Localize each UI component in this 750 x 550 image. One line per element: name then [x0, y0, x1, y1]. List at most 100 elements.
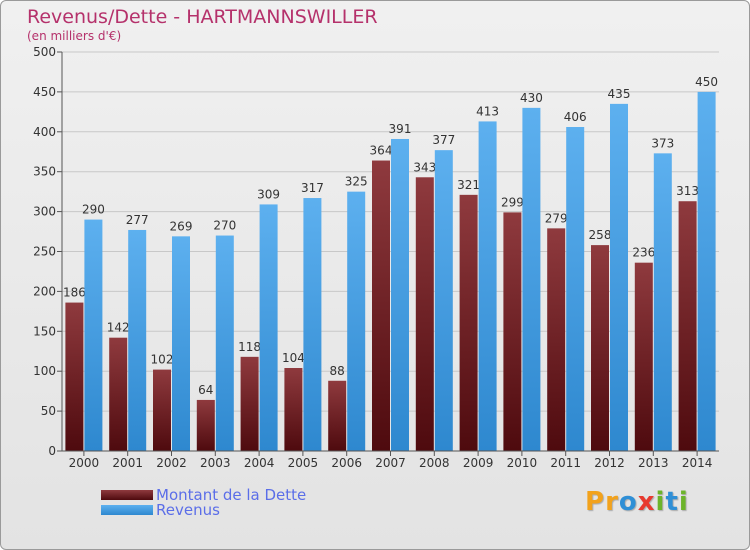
- data-label-revenus-2000: 290: [82, 203, 105, 217]
- y-tick-label: 150: [33, 324, 56, 338]
- y-tick-label: 450: [33, 85, 56, 99]
- bar-dette-2001: [109, 337, 128, 451]
- data-label-dette-2012: 258: [589, 228, 612, 242]
- proxiti-logo: Proxiti: [585, 487, 689, 517]
- bar-revenus-2008: [434, 150, 453, 452]
- bar-revenus-2012: [610, 103, 628, 452]
- bars: 186 290 142 277 102 269 64 270 118 309 104 317 88 325…: [63, 75, 718, 452]
- y-tick-label: 350: [33, 165, 56, 179]
- data-label-dette-2002: 102: [151, 353, 174, 367]
- data-label-dette-2005: 104: [282, 351, 305, 365]
- data-label-revenus-2010: 430: [520, 91, 543, 105]
- bar-dette-2006: [328, 380, 347, 451]
- x-axis: 2000 2001 2002 2003 2004 2005 2006 2007 2008 2009…: [62, 450, 719, 470]
- bar-revenus-2001: [128, 229, 147, 451]
- chart-title: Revenus/Dette - HARTMANNSWILLER: [27, 6, 378, 28]
- logo-letter: o: [618, 487, 638, 517]
- y-tick-label: 50: [41, 404, 56, 418]
- data-label-revenus-2002: 269: [170, 219, 193, 233]
- bar-revenus-2000: [84, 219, 103, 451]
- bar-revenus-2014: [697, 91, 716, 452]
- data-label-revenus-2006: 325: [345, 175, 368, 189]
- grid-lines: [62, 51, 719, 412]
- y-tick-label: 300: [33, 205, 56, 219]
- x-tick-label-2008: 2008: [419, 456, 450, 470]
- data-label-revenus-2013: 373: [651, 136, 674, 150]
- legend-swatch-revenus: [101, 504, 153, 515]
- bar-dette-2009: [459, 194, 478, 452]
- data-label-dette-2004: 118: [238, 340, 261, 354]
- x-tick-label-2003: 2003: [200, 456, 231, 470]
- bar-revenus-2005: [303, 198, 322, 451]
- x-tick-label-2002: 2002: [156, 456, 187, 470]
- data-label-revenus-2007: 391: [389, 122, 412, 136]
- chart-subtitle: (en milliers d'€): [27, 29, 122, 43]
- bar-dette-2010: [503, 212, 522, 451]
- bar-dette-2013: [634, 262, 653, 451]
- bar-dette-2004: [240, 356, 259, 451]
- x-tick-label-2005: 2005: [288, 456, 319, 470]
- data-label-dette-2000: 186: [63, 286, 86, 300]
- data-label-revenus-2003: 270: [213, 219, 236, 233]
- logo-letter: i: [655, 487, 666, 517]
- bar-dette-2002: [153, 369, 171, 451]
- data-label-revenus-2011: 406: [564, 110, 587, 124]
- y-tick-label: 400: [33, 125, 56, 139]
- y-tick-label: 0: [48, 444, 56, 458]
- legend-swatch-dette: [101, 489, 153, 500]
- legend: Montant de la Dette Revenus: [101, 485, 307, 519]
- x-tick-label-2001: 2001: [112, 456, 143, 470]
- logo-letter: i: [678, 487, 689, 517]
- bar-dette-2005: [284, 368, 303, 451]
- bar-dette-2014: [678, 201, 697, 451]
- logo-letter: P: [585, 487, 606, 517]
- x-tick-label-2013: 2013: [638, 456, 669, 470]
- bar-revenus-2011: [566, 127, 585, 452]
- y-tick-label: 250: [33, 245, 56, 259]
- data-label-dette-2010: 299: [501, 195, 524, 209]
- x-tick-label-2011: 2011: [550, 456, 581, 470]
- x-tick-label-2014: 2014: [682, 456, 713, 470]
- bar-dette-2007: [372, 160, 390, 451]
- data-label-dette-2007: 364: [370, 144, 393, 158]
- bar-dette-2011: [547, 228, 566, 451]
- bar-revenus-2004: [259, 204, 278, 451]
- bar-dette-2008: [415, 177, 434, 451]
- data-label-dette-2006: 88: [330, 364, 345, 378]
- bar-dette-2000: [65, 302, 84, 451]
- data-label-dette-2003: 64: [198, 383, 213, 397]
- data-label-revenus-2001: 277: [126, 213, 149, 227]
- x-tick-label-2006: 2006: [331, 456, 362, 470]
- logo-letter: t: [665, 487, 679, 517]
- x-tick-label-2007: 2007: [375, 456, 406, 470]
- x-tick-label-2010: 2010: [507, 456, 538, 470]
- logo-letter: r: [605, 487, 619, 517]
- data-label-revenus-2008: 377: [432, 133, 455, 147]
- bar-revenus-2010: [522, 107, 541, 452]
- y-axis: 0 50 100 150 200 250 300 350 400 450 500: [33, 45, 63, 458]
- legend-item-dette: Montant de la Dette: [101, 485, 307, 504]
- data-label-revenus-2012: 435: [608, 87, 631, 101]
- data-label-dette-2013: 236: [632, 246, 655, 260]
- bar-revenus-2013: [653, 153, 672, 451]
- data-label-revenus-2009: 413: [476, 104, 499, 118]
- data-label-dette-2014: 313: [676, 184, 699, 198]
- x-tick-label-2009: 2009: [463, 456, 494, 470]
- legend-label-revenus: Revenus: [156, 500, 220, 519]
- bar-revenus-2007: [391, 138, 409, 451]
- bar-revenus-2003: [215, 235, 234, 451]
- x-tick-label-2000: 2000: [69, 456, 100, 470]
- x-tick-label-2012: 2012: [594, 456, 625, 470]
- y-tick-label: 500: [33, 45, 56, 59]
- x-tick-label-2004: 2004: [244, 456, 275, 470]
- data-label-revenus-2005: 317: [301, 181, 324, 195]
- legend-label-dette: Montant de la Dette: [156, 485, 307, 504]
- bar-dette-2003: [196, 399, 215, 451]
- bar-revenus-2002: [172, 236, 190, 451]
- data-label-revenus-2014: 450: [695, 75, 718, 89]
- y-tick-label: 100: [33, 364, 56, 378]
- data-label-revenus-2004: 309: [257, 187, 280, 201]
- data-label-dette-2008: 343: [413, 160, 436, 174]
